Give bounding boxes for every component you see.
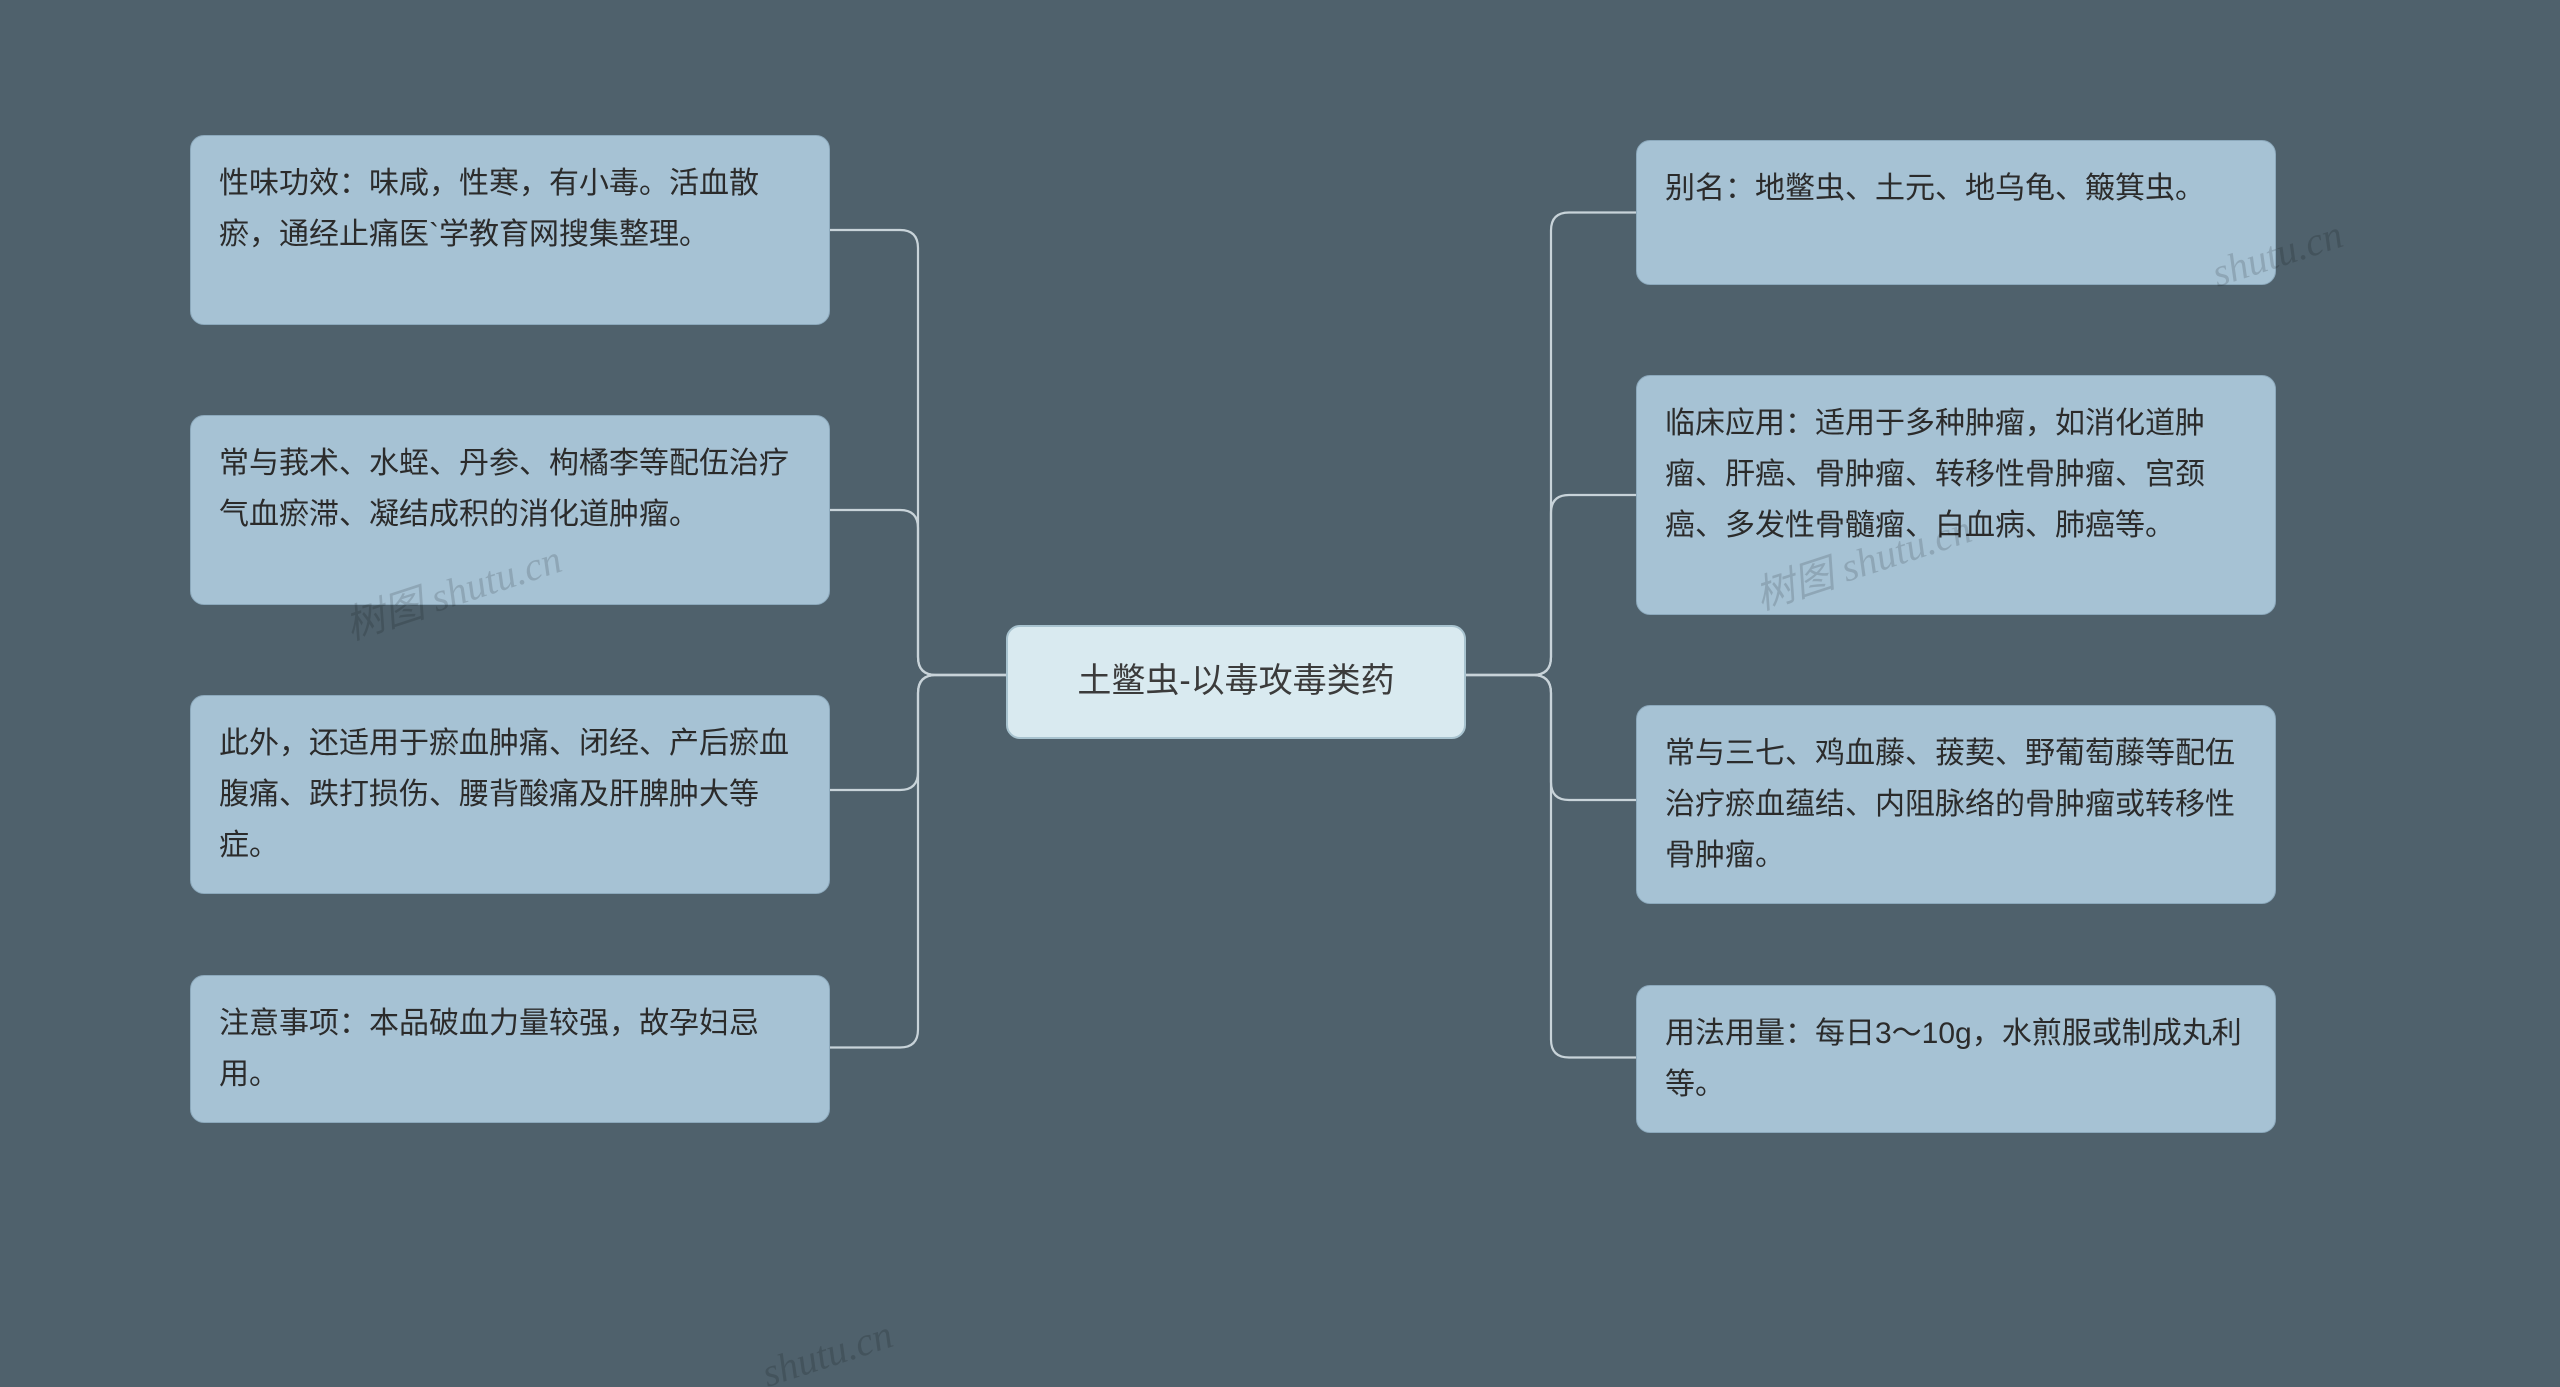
right-node-1[interactable]: 临床应用：适用于多种肿瘤，如消化道肿瘤、肝癌、骨肿瘤、转移性骨肿瘤、宫颈癌、多发…	[1636, 375, 2276, 615]
connector	[1466, 495, 1636, 675]
right-node-2[interactable]: 常与三七、鸡血藤、菝葜、野葡萄藤等配伍治疗瘀血蕴结、内阻脉络的骨肿瘤或转移性骨肿…	[1636, 705, 2276, 904]
connector	[830, 675, 1006, 1048]
left-node-3[interactable]: 注意事项：本品破血力量较强，故孕妇忌用。	[190, 975, 830, 1123]
right-node-3[interactable]: 用法用量：每日3～10g，水煎服或制成丸利等。	[1636, 985, 2276, 1133]
right-node-2-label: 常与三七、鸡血藤、菝葜、野葡萄藤等配伍治疗瘀血蕴结、内阻脉络的骨肿瘤或转移性骨肿…	[1665, 737, 2235, 872]
left-node-3-label: 注意事项：本品破血力量较强，故孕妇忌用。	[219, 1007, 759, 1091]
right-node-0-label: 别名：地鳖虫、土元、地乌龟、簸箕虫。	[1665, 172, 2205, 205]
left-node-0[interactable]: 性味功效：味咸，性寒，有小毒。活血散瘀，通经止痛医`学教育网搜集整理。	[190, 135, 830, 325]
connector	[1466, 675, 1636, 800]
right-node-3-label: 用法用量：每日3～10g，水煎服或制成丸利等。	[1665, 1017, 2242, 1101]
connector	[830, 675, 1006, 790]
right-node-1-label: 临床应用：适用于多种肿瘤，如消化道肿瘤、肝癌、骨肿瘤、转移性骨肿瘤、宫颈癌、多发…	[1665, 407, 2205, 542]
right-node-0[interactable]: 别名：地鳖虫、土元、地乌龟、簸箕虫。	[1636, 140, 2276, 285]
connector	[830, 510, 1006, 675]
left-node-0-label: 性味功效：味咸，性寒，有小毒。活血散瘀，通经止痛医`学教育网搜集整理。	[219, 167, 759, 251]
left-node-1-label: 常与莪术、水蛭、丹参、枸橘李等配伍治疗气血瘀滞、凝结成积的消化道肿瘤。	[219, 447, 789, 531]
connector	[1466, 675, 1636, 1058]
center-node[interactable]: 土鳖虫-以毒攻毒类药	[1006, 625, 1466, 739]
connector	[1466, 213, 1636, 676]
left-node-1[interactable]: 常与莪术、水蛭、丹参、枸橘李等配伍治疗气血瘀滞、凝结成积的消化道肿瘤。	[190, 415, 830, 605]
center-node-label: 土鳖虫-以毒攻毒类药	[1077, 662, 1394, 700]
left-node-2[interactable]: 此外，还适用于瘀血肿痛、闭经、产后瘀血腹痛、跌打损伤、腰背酸痛及肝脾肿大等症。	[190, 695, 830, 894]
left-node-2-label: 此外，还适用于瘀血肿痛、闭经、产后瘀血腹痛、跌打损伤、腰背酸痛及肝脾肿大等症。	[219, 727, 789, 862]
connector	[830, 230, 1006, 675]
watermark-3: shutu.cn	[756, 1310, 898, 1387]
